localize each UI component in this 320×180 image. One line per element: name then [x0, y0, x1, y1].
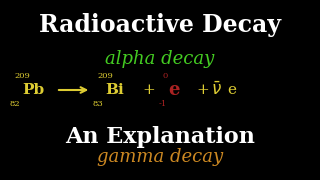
Text: +: + — [142, 83, 155, 97]
Text: alpha decay: alpha decay — [105, 50, 215, 68]
Text: e: e — [169, 81, 180, 99]
Text: 82: 82 — [10, 100, 20, 108]
Text: 209: 209 — [14, 72, 30, 80]
Text: 0: 0 — [162, 72, 167, 80]
Text: -1: -1 — [158, 100, 167, 108]
Text: $\bar{\nu}$: $\bar{\nu}$ — [211, 81, 222, 99]
Text: Pb: Pb — [22, 83, 44, 97]
Text: 83: 83 — [93, 100, 104, 108]
Text: Bi: Bi — [106, 83, 124, 97]
Text: 209: 209 — [98, 72, 114, 80]
Text: An Explanation: An Explanation — [65, 126, 255, 148]
Text: e: e — [227, 83, 236, 97]
Text: gamma decay: gamma decay — [97, 148, 223, 166]
Text: Radioactive Decay: Radioactive Decay — [39, 13, 281, 37]
Text: +: + — [197, 83, 210, 97]
